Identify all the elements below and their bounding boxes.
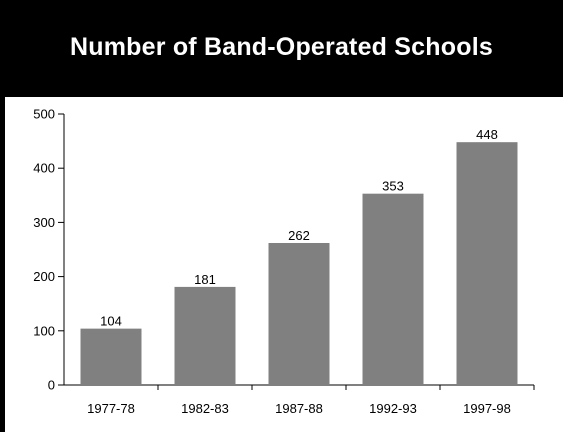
y-tick-label: 400	[33, 161, 55, 176]
x-category-label: 1982-83	[181, 401, 229, 416]
x-category-label: 1977-78	[87, 401, 135, 416]
bar-value-label: 104	[100, 314, 122, 329]
bar-value-label: 181	[194, 272, 216, 287]
x-category-label: 1987-88	[275, 401, 323, 416]
bar-value-label: 448	[476, 127, 498, 142]
bar-1987-88	[268, 242, 330, 385]
bar-value-label: 353	[382, 179, 404, 194]
bar-value-label: 262	[288, 228, 310, 243]
bars	[80, 142, 518, 385]
y-tick-label: 0	[48, 378, 55, 393]
y-tick-label: 200	[33, 269, 55, 284]
bar-1992-93	[362, 193, 424, 385]
bar-1977-78	[80, 328, 142, 385]
x-category-label: 1997-98	[463, 401, 511, 416]
x-category-label: 1992-93	[369, 401, 417, 416]
title-bar: Number of Band-Operated Schools	[0, 0, 563, 97]
data-labels: 104 181 262 353 448	[100, 127, 498, 328]
x-axis: 1977-78 1982-83 1987-88 1992-93 1997-98	[64, 384, 535, 416]
y-tick-label: 100	[33, 323, 55, 338]
bar-1982-83	[174, 286, 236, 385]
bar-1997-98	[456, 142, 518, 385]
y-axis: 0 100 200 300 400 500	[33, 107, 65, 393]
chart-title: Number of Band-Operated Schools	[70, 33, 493, 61]
y-tick-label: 300	[33, 215, 55, 230]
left-border	[0, 97, 5, 432]
y-tick-label: 500	[33, 107, 55, 122]
